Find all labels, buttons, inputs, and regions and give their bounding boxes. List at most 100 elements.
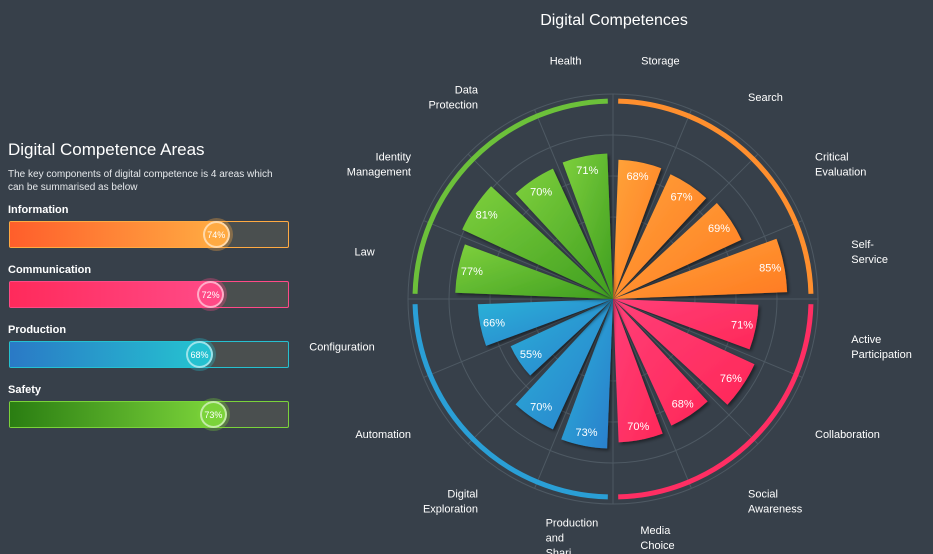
category-label: Digital Exploration bbox=[423, 489, 478, 516]
grid-spoke bbox=[612, 298, 692, 489]
bar-value-label: 77% bbox=[461, 266, 483, 278]
category-label-line: Service bbox=[851, 254, 888, 266]
bar-self-service[interactable] bbox=[613, 238, 788, 299]
bar-value-label: 70% bbox=[530, 402, 552, 414]
category-label-line: Storage bbox=[641, 56, 680, 68]
group-arc-communication bbox=[618, 304, 814, 500]
progress-fill bbox=[10, 222, 216, 247]
category-label-line: Social bbox=[748, 489, 778, 501]
progress-bar: 73% bbox=[9, 401, 289, 428]
category-label: Storage bbox=[641, 56, 680, 68]
area-label: Information bbox=[8, 204, 69, 216]
progress-knob: 72% bbox=[197, 281, 225, 308]
category-label-line: Search bbox=[748, 92, 783, 104]
category-label-line: Law bbox=[355, 247, 375, 259]
category-label-line: Data bbox=[455, 85, 479, 97]
progress-knob: 73% bbox=[199, 401, 227, 428]
progress-knob: 74% bbox=[202, 221, 230, 248]
grid-spoke bbox=[423, 298, 614, 378]
category-label: Critical Evaluation bbox=[815, 152, 866, 179]
category-label-line: Media bbox=[640, 525, 671, 537]
category-label-line: Collaboration bbox=[815, 429, 880, 441]
bar-storage[interactable] bbox=[613, 159, 662, 299]
bar-value-label: 85% bbox=[759, 263, 781, 275]
area-production: Production 68% bbox=[8, 324, 290, 384]
bar-law[interactable] bbox=[455, 244, 613, 299]
bar-value-label: 70% bbox=[627, 421, 649, 433]
grid-spoke bbox=[534, 298, 614, 489]
category-label: Automation bbox=[355, 429, 411, 441]
area-label: Safety bbox=[8, 384, 42, 396]
category-label: Social Awareness bbox=[748, 489, 803, 516]
category-label-line: Automation bbox=[355, 429, 411, 441]
category-label: Search bbox=[748, 92, 783, 104]
category-label-line: Production bbox=[546, 517, 599, 529]
bar-value-label: 71% bbox=[576, 165, 598, 177]
areas-list: Information 74% Communication 72% Production… bbox=[8, 204, 290, 444]
bar-media-choice[interactable] bbox=[613, 299, 663, 443]
areas-description: The key components of digital competence… bbox=[8, 169, 273, 193]
bar-value-label: 68% bbox=[626, 171, 648, 183]
category-label-line: Management bbox=[347, 167, 411, 179]
grid-spoke bbox=[423, 220, 614, 300]
category-label-line: Participation bbox=[851, 349, 912, 361]
bar-search[interactable] bbox=[613, 174, 707, 299]
bar-value-label: 70% bbox=[530, 186, 552, 198]
category-label-line: Identity bbox=[376, 152, 412, 164]
category-label-line: Choice bbox=[640, 540, 674, 552]
category-label: Media Choice bbox=[640, 525, 674, 552]
category-label: Self- Service bbox=[851, 239, 888, 266]
grid-spoke bbox=[612, 298, 803, 378]
bar-data-protection[interactable] bbox=[515, 168, 613, 299]
bar-active-participation[interactable] bbox=[613, 299, 759, 350]
progress-fill bbox=[10, 342, 200, 367]
category-label-line: Self- bbox=[851, 239, 874, 251]
bar-value-label: 81% bbox=[476, 210, 498, 222]
bar-value-label: 69% bbox=[708, 223, 730, 235]
group-arcs bbox=[412, 98, 814, 500]
grid-spoke bbox=[612, 109, 692, 300]
category-label-line: Exploration bbox=[423, 504, 478, 516]
bar-automation[interactable] bbox=[510, 299, 613, 376]
group-arc-production bbox=[412, 304, 608, 500]
category-label-line: Critical bbox=[815, 152, 849, 164]
competence-areas-panel: Digital Competence Areas The key compone… bbox=[8, 140, 290, 444]
bar-value-label: 73% bbox=[575, 427, 597, 439]
area-information: Information 74% bbox=[8, 204, 290, 264]
area-safety: Safety 73% bbox=[8, 384, 290, 444]
category-label: Collaboration bbox=[815, 429, 880, 441]
category-label: Health bbox=[550, 56, 582, 68]
grid-spoke bbox=[612, 298, 759, 445]
bar-value-label: 68% bbox=[672, 398, 694, 410]
progress-knob: 68% bbox=[186, 341, 214, 368]
bar-value-label: 71% bbox=[731, 320, 753, 332]
bar-identity-management[interactable] bbox=[462, 186, 613, 299]
group-arc-safety bbox=[412, 98, 608, 294]
grid-spoke bbox=[467, 153, 614, 300]
bar-value-label: 66% bbox=[483, 318, 505, 330]
bar-social-awareness[interactable] bbox=[613, 299, 708, 426]
bar-production-and-shari[interactable] bbox=[561, 299, 613, 449]
category-label: Production and Shari... bbox=[546, 517, 599, 554]
area-label: Production bbox=[8, 324, 67, 336]
grid-spoke bbox=[612, 153, 759, 300]
bar-collaboration[interactable] bbox=[613, 299, 755, 405]
area-label: Communication bbox=[8, 264, 92, 276]
bar-configuration[interactable] bbox=[477, 299, 613, 346]
chart-grid bbox=[407, 93, 819, 505]
category-label-line: Awareness bbox=[748, 504, 803, 516]
bar-health[interactable] bbox=[562, 153, 613, 299]
progress-fill bbox=[10, 282, 211, 307]
bar-value-label: 67% bbox=[670, 191, 692, 203]
category-label-line: Configuration bbox=[309, 341, 374, 353]
category-label: Active Participation bbox=[851, 334, 912, 361]
category-label: Law bbox=[355, 247, 375, 259]
grid-spoke bbox=[534, 109, 614, 300]
bar-critical-evaluation[interactable] bbox=[613, 202, 742, 299]
grid-spoke bbox=[467, 298, 614, 445]
bar-digital-exploration[interactable] bbox=[515, 299, 613, 430]
category-label-line: Health bbox=[550, 56, 582, 68]
category-label: Configuration bbox=[309, 341, 374, 353]
category-label: Identity Management bbox=[347, 152, 412, 179]
